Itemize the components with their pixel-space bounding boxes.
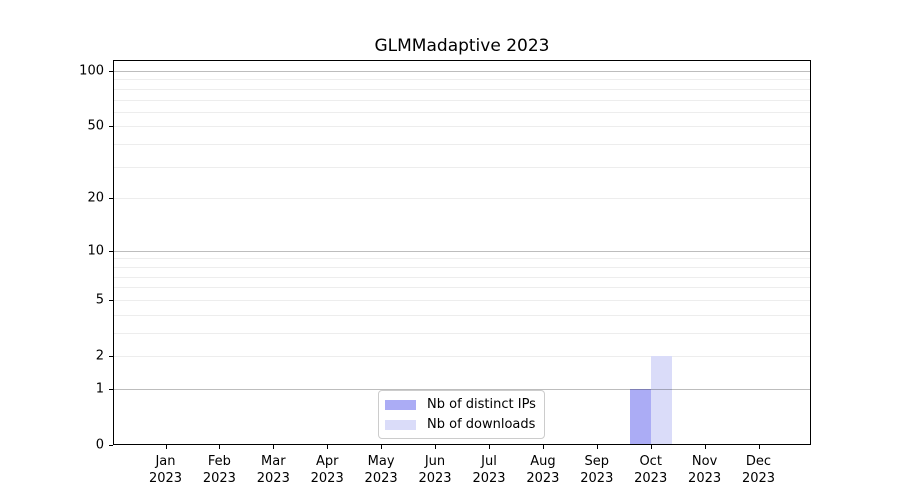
y-tick-mark [109,299,113,301]
y-gridline-minor [113,314,811,316]
y-tick-mark [109,126,113,128]
x-tick-year: 2023 [580,471,614,486]
x-tick-mark [596,445,598,449]
y-tick-label: 100 [79,63,104,79]
x-tick-year: 2023 [310,471,344,486]
y-tick-mark [109,250,113,252]
y-tick-label: 2 [95,348,104,364]
x-tick-mark [650,445,652,449]
y-gridline-minor [113,287,811,289]
x-tick-label-nov-2023: Nov 2023 [688,453,721,487]
legend-swatch [385,399,416,410]
x-tick-year: 2023 [741,471,776,486]
chart-title: GLMMadaptive 2023 [374,36,550,56]
y-gridline-minor [113,126,811,128]
x-tick-mark [219,445,221,449]
x-tick-month: Sep [584,454,610,469]
legend-swatch [385,419,416,430]
y-gridline-minor [113,144,811,146]
x-tick-year: 2023 [364,471,398,486]
y-gridline-major [113,388,811,390]
x-tick-mark [435,445,436,449]
x-tick-year: 2023 [256,471,290,486]
x-tick-label-may-2023: May 2023 [365,453,398,487]
x-tick-label-jun-2023: Jun 2023 [418,453,451,487]
x-tick-year: 2023 [148,471,183,486]
x-tick-mark [542,445,544,449]
x-tick-mark [327,445,329,449]
y-gridline-major [113,250,811,252]
y-tick-label: 50 [87,118,104,134]
x-tick-month: Oct [639,454,662,469]
y-gridline-minor [113,198,811,200]
x-tick-year: 2023 [472,471,506,486]
x-tick-mark [758,445,760,449]
x-tick-mark [489,445,490,449]
y-tick-label: 0 [95,437,104,453]
bar-nb-of-distinct-ips-oct-2023 [629,388,651,445]
y-gridline-minor [113,88,811,90]
y-tick-mark [109,388,113,390]
legend-entry-nb-of-downloads: Nb of downloads [385,416,536,433]
y-tick-mark [109,198,113,200]
x-tick-month: Jun [424,454,446,469]
x-tick-label-apr-2023: Apr 2023 [311,453,344,487]
x-tick-month: May [367,454,395,469]
x-tick-month: Jul [481,454,497,469]
y-gridline-minor [113,299,811,301]
legend: Nb of distinct IPs Nb of downloads [378,390,545,439]
y-gridline-minor [113,276,811,278]
y-tick-label: 10 [87,243,104,259]
y-tick-mark [109,71,113,72]
x-tick-label-dec-2023: Dec 2023 [742,453,775,487]
x-tick-year: 2023 [418,471,452,486]
x-tick-mark [704,445,706,449]
y-gridline-minor [113,111,811,113]
legend-label: Nb of downloads [427,417,536,432]
x-tick-label-jan-2023: Jan 2023 [149,453,182,487]
x-tick-label-jul-2023: Jul 2023 [472,453,505,487]
y-gridline-minor [113,166,811,168]
y-gridline-minor [113,258,811,260]
legend-label: Nb of distinct IPs [427,397,536,412]
y-tick-label: 5 [95,292,104,308]
x-tick-month: Nov [691,454,718,469]
x-tick-year: 2023 [688,471,722,486]
x-tick-month: Apr [315,454,339,469]
x-tick-month: Aug [530,454,556,469]
y-tick-label: 20 [87,190,104,206]
x-tick-month: Dec [745,454,772,469]
y-gridline-minor [113,99,811,101]
legend-entry-nb-of-distinct-ips: Nb of distinct IPs [385,396,536,413]
x-tick-label-aug-2023: Aug 2023 [526,453,559,487]
x-tick-year: 2023 [526,471,560,486]
y-tick-mark [109,445,113,446]
x-tick-label-feb-2023: Feb 2023 [203,453,236,487]
bar-nb-of-downloads-oct-2023 [650,356,672,445]
x-tick-month: Mar [261,454,286,469]
x-tick-label-oct-2023: Oct 2023 [634,453,667,487]
x-tick-mark [273,445,275,449]
y-gridline-minor [113,332,811,334]
x-tick-mark [381,445,383,449]
plot-area [113,60,811,445]
y-gridline-minor [113,79,811,81]
y-tick-mark [109,356,113,357]
x-tick-mark [165,445,167,449]
x-tick-year: 2023 [634,471,668,486]
x-tick-label-sep-2023: Sep 2023 [580,453,613,487]
y-tick-label: 1 [95,381,104,397]
y-gridline-major [113,71,811,72]
y-gridline-minor [113,266,811,268]
x-tick-month: Jan [155,454,176,469]
x-tick-month: Feb [207,454,231,469]
x-tick-year: 2023 [202,471,236,486]
x-tick-label-mar-2023: Mar 2023 [257,453,290,487]
y-gridline-minor [113,356,811,357]
